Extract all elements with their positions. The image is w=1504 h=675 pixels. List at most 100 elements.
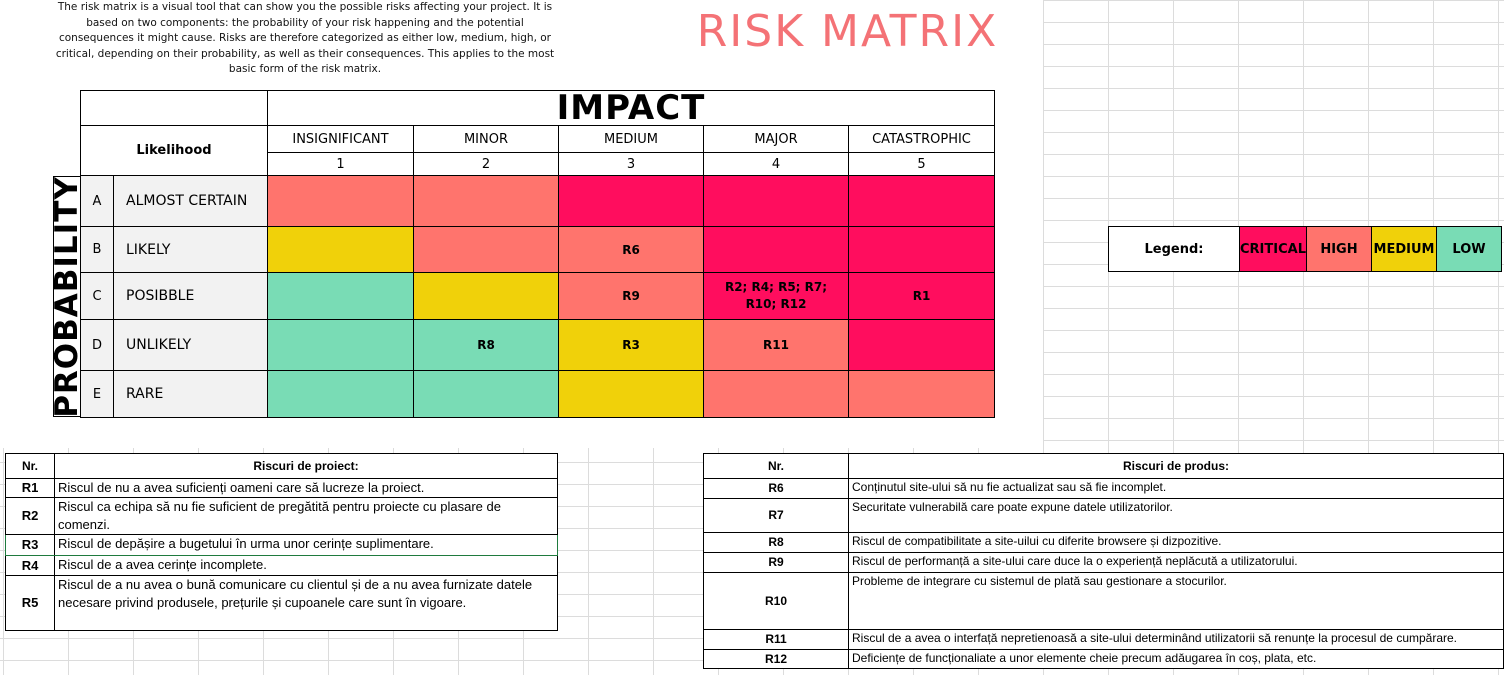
legend-critical: CRITICAL <box>1239 226 1307 272</box>
matrix-cell[interactable] <box>558 175 704 227</box>
risk-description[interactable]: Riscul de a avea o interfață nepretienoa… <box>848 629 1504 650</box>
matrix-cell[interactable] <box>267 370 414 418</box>
table-row[interactable]: R2 Riscul ca echipa să nu fie suficient … <box>5 497 558 535</box>
legend-label: Legend: <box>1108 226 1240 272</box>
likelihood-header: Likelihood <box>80 125 268 176</box>
matrix-cell[interactable] <box>703 370 849 418</box>
risk-description[interactable]: Riscul de depășire a bugetului în urma u… <box>54 534 558 556</box>
risk-id[interactable]: R8 <box>703 532 849 553</box>
product-risks-header: Riscuri de produs: <box>848 453 1504 479</box>
risk-description[interactable]: Riscul de compatibilitate a site-uilui c… <box>848 532 1504 553</box>
row-letter: E <box>80 370 114 418</box>
matrix-cell[interactable] <box>848 319 995 371</box>
matrix-cell[interactable] <box>267 319 414 371</box>
product-risks-table: Nr. Riscuri de produs: R6 Conținutul sit… <box>703 453 1504 669</box>
risk-id[interactable]: R9 <box>703 552 849 573</box>
matrix-cell[interactable] <box>848 175 995 227</box>
matrix-cell[interactable] <box>413 272 559 320</box>
matrix-cell[interactable]: R2; R4; R5; R7; R10; R12 <box>703 272 849 320</box>
matrix-row-b: B LIKELY R6 <box>80 226 995 273</box>
row-letter: C <box>80 272 114 320</box>
risk-description[interactable]: Probleme de integrare cu sistemul de pla… <box>848 572 1504 630</box>
row-likelihood: UNLIKELY <box>113 319 268 371</box>
matrix-cell[interactable]: R6 <box>558 226 704 273</box>
table-row[interactable]: R8 Riscul de compatibilitate a site-uilu… <box>703 532 1504 553</box>
table-row-selected[interactable]: R3 Riscul de depășire a bugetului în urm… <box>5 534 558 556</box>
impact-num-4: 4 <box>703 152 849 176</box>
table-row[interactable]: R12 Deficiențe de funcționaliate a unor … <box>703 649 1504 669</box>
probability-text: PROBABILITY <box>53 176 81 417</box>
legend-low: LOW <box>1435 226 1502 272</box>
matrix-cell[interactable] <box>267 226 414 273</box>
matrix-cell[interactable]: R11 <box>703 319 849 371</box>
table-row[interactable]: R4 Riscul de a avea cerințe incomplete. <box>5 555 558 576</box>
intro-text: The risk matrix is a visual tool that ca… <box>55 1 555 75</box>
matrix-cell[interactable] <box>413 226 559 273</box>
table-row[interactable]: R1 Riscul de nu a avea suficienți oameni… <box>5 478 558 498</box>
risk-id[interactable]: R6 <box>703 478 849 499</box>
risk-matrix: IMPACT Likelihood INSIGNIFICANT MINOR ME… <box>80 90 995 418</box>
risk-id[interactable]: R2 <box>5 497 55 535</box>
risk-description[interactable]: Conținutul site-ului să nu fie actualiza… <box>848 478 1504 499</box>
risk-description[interactable]: Riscul de a avea cerințe incomplete. <box>54 555 558 576</box>
risk-description[interactable]: Riscul de a nu avea o bună comunicare cu… <box>54 575 558 631</box>
risk-id[interactable]: R7 <box>703 498 849 533</box>
table-row[interactable]: R7 Securitate vulnerabilă care poate exp… <box>703 498 1504 533</box>
impact-name-1: INSIGNIFICANT <box>267 125 414 153</box>
matrix-cell[interactable] <box>848 226 995 273</box>
project-risks-table: Nr. Riscuri de proiect: R1 Riscul de nu … <box>5 453 558 631</box>
table-row[interactable]: R11 Riscul de a avea o interfață nepreti… <box>703 629 1504 650</box>
table-row[interactable]: R6 Conținutul site-ului să nu fie actual… <box>703 478 1504 499</box>
matrix-row-a: A ALMOST CERTAIN <box>80 175 995 227</box>
probability-label: PROBABILITY <box>53 176 81 417</box>
impact-num-3: 3 <box>558 152 704 176</box>
risk-description[interactable]: Riscul de nu a avea suficienți oameni ca… <box>54 478 558 498</box>
matrix-row-d: D UNLIKELY R8 R3 R11 <box>80 319 995 371</box>
matrix-cell[interactable]: R9 <box>558 272 704 320</box>
table-row[interactable]: R5 Riscul de a nu avea o bună comunicare… <box>5 575 558 631</box>
matrix-cell[interactable] <box>558 370 704 418</box>
risk-id[interactable]: R3 <box>5 534 55 556</box>
matrix-cell[interactable] <box>703 226 849 273</box>
matrix-cell[interactable] <box>413 370 559 418</box>
row-letter: D <box>80 319 114 371</box>
product-nr-header: Nr. <box>703 453 849 479</box>
matrix-row-c: C POSIBBLE R9 R2; R4; R5; R7; R10; R12 R… <box>80 272 995 320</box>
matrix-cell[interactable]: R3 <box>558 319 704 371</box>
risk-description[interactable]: Securitate vulnerabilă care poate expune… <box>848 498 1504 533</box>
impact-num-5: 5 <box>848 152 995 176</box>
matrix-cell[interactable] <box>848 370 995 418</box>
impact-name-4: MAJOR <box>703 125 849 153</box>
matrix-cell[interactable]: R8 <box>413 319 559 371</box>
impact-name-5: CATASTROPHIC <box>848 125 995 153</box>
matrix-cell[interactable] <box>703 175 849 227</box>
risk-id[interactable]: R1 <box>5 478 55 498</box>
legend-medium: MEDIUM <box>1370 226 1437 272</box>
risk-id[interactable]: R10 <box>703 572 849 630</box>
risk-description[interactable]: Deficiențe de funcționaliate a unor elem… <box>848 649 1504 669</box>
matrix-cell[interactable] <box>267 272 414 320</box>
risk-id[interactable]: R4 <box>5 555 55 576</box>
risk-description[interactable]: Riscul ca echipa să nu fie suficient de … <box>54 497 558 535</box>
project-risks-header: Riscuri de proiect: <box>54 453 558 479</box>
risk-id[interactable]: R5 <box>5 575 55 631</box>
legend-high: HIGH <box>1305 226 1372 272</box>
matrix-cell[interactable] <box>413 175 559 227</box>
risk-id[interactable]: R12 <box>703 649 849 669</box>
table-row[interactable]: R10 Probleme de integrare cu sistemul de… <box>703 572 1504 630</box>
impact-num-2: 2 <box>413 152 559 176</box>
row-likelihood: POSIBBLE <box>113 272 268 320</box>
matrix-cell[interactable] <box>267 175 414 227</box>
row-likelihood: ALMOST CERTAIN <box>113 175 268 227</box>
row-likelihood: LIKELY <box>113 226 268 273</box>
row-letter: B <box>80 226 114 273</box>
risk-description[interactable]: Riscul de performanță a site-ului care d… <box>848 552 1504 573</box>
legend: Legend: CRITICAL HIGH MEDIUM LOW <box>1108 226 1502 272</box>
impact-num-1: 1 <box>267 152 414 176</box>
risk-id[interactable]: R11 <box>703 629 849 650</box>
project-nr-header: Nr. <box>5 453 55 479</box>
impact-name-2: MINOR <box>413 125 559 153</box>
table-row[interactable]: R9 Riscul de performanță a site-ului car… <box>703 552 1504 573</box>
matrix-cell[interactable]: R1 <box>848 272 995 320</box>
row-letter: A <box>80 175 114 227</box>
